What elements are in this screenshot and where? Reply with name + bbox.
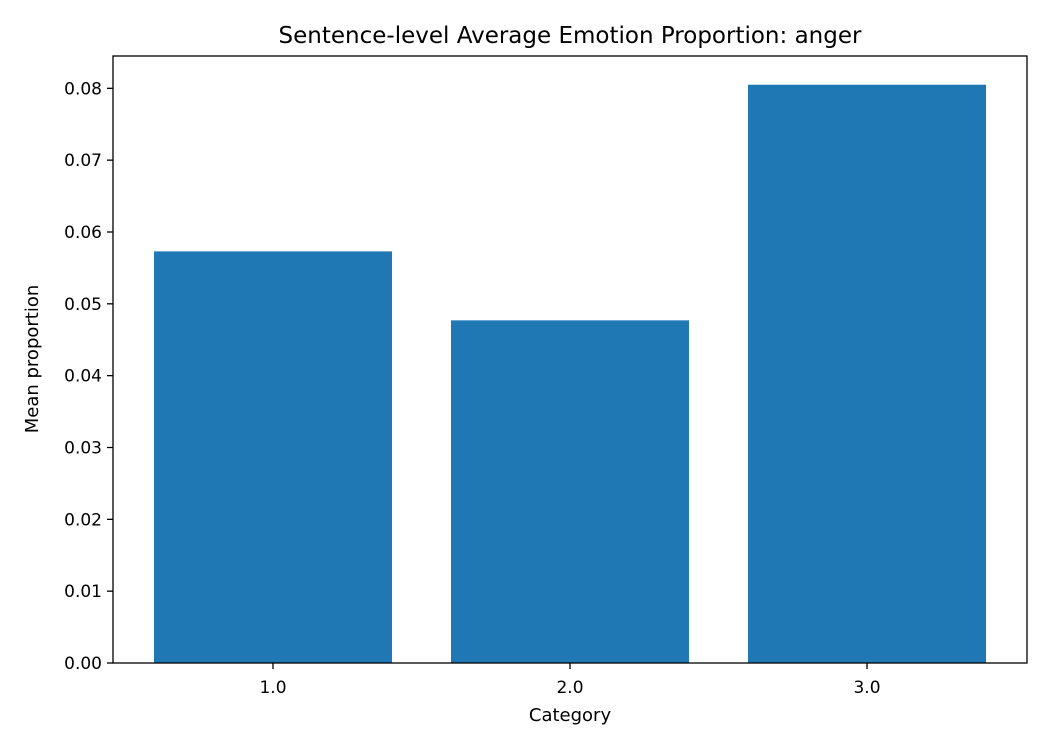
y-tick-label: 0.01	[64, 582, 102, 602]
y-tick-label: 0.05	[64, 295, 102, 315]
y-tick-label: 0.06	[64, 223, 102, 243]
x-axis-ticks: 1.0 2.0 3.0	[259, 663, 881, 698]
bar-3.0	[748, 84, 986, 664]
y-tick-label: 0.03	[64, 438, 102, 458]
x-tick-label: 3.0	[853, 678, 880, 698]
y-tick-label: 0.02	[64, 510, 102, 530]
bar-1.0	[154, 251, 392, 663]
y-axis-ticks: 0.00 0.01 0.02 0.03 0.04 0.05 0.06 0.07 0.08	[64, 79, 113, 674]
y-tick-label: 0.00	[64, 654, 102, 674]
x-tick-label: 2.0	[556, 678, 583, 698]
x-axis-label: Category	[529, 705, 612, 726]
y-tick-label: 0.04	[64, 367, 102, 387]
chart-title: Sentence-level Average Emotion Proportio…	[279, 23, 862, 49]
bars-group	[154, 84, 986, 664]
y-tick-label: 0.07	[64, 151, 102, 171]
y-axis-label: Mean proportion	[22, 285, 43, 434]
x-tick-label: 1.0	[259, 678, 286, 698]
y-tick-label: 0.08	[64, 79, 102, 99]
bar-2.0	[451, 320, 689, 663]
plot-frame	[112, 55, 1028, 664]
